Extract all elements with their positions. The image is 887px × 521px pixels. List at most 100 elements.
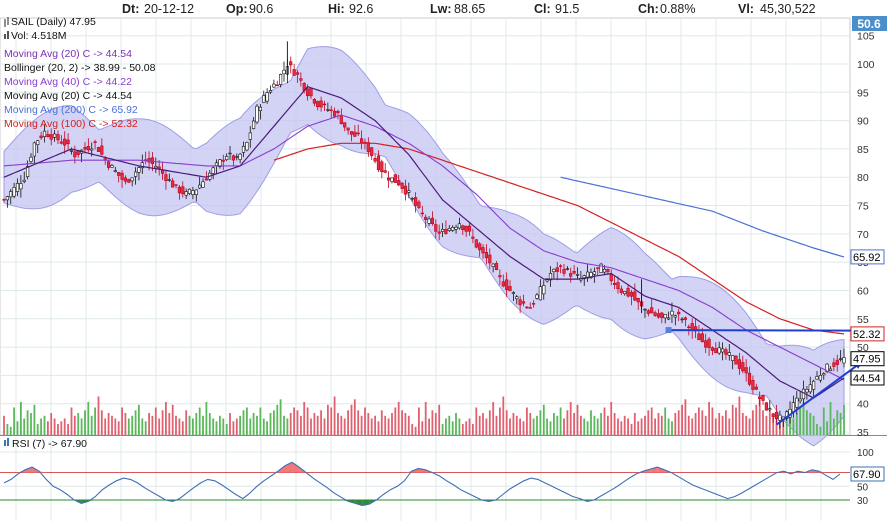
volume-bar [165, 402, 167, 435]
rsi-tick-label: 30 [857, 496, 869, 507]
candle-body [609, 273, 613, 282]
volume-bar [377, 421, 380, 436]
volume-bar [839, 413, 842, 435]
volume-bar [262, 418, 265, 435]
volume-bar [428, 418, 430, 435]
volume-bar [613, 413, 616, 435]
volume-bar [134, 410, 137, 436]
volume-bar [158, 418, 161, 435]
candle-body [720, 348, 725, 353]
volume-bar [57, 424, 59, 435]
candle-body [754, 386, 758, 390]
volume-bar [492, 402, 495, 435]
volume-bar [806, 410, 808, 436]
trendline[interactable] [668, 329, 863, 332]
ohlc-header: Dt: 20-12-12 Op: 90.6 Hi: 92.6 Lw: 88.65… [122, 2, 816, 16]
candle-body [683, 317, 687, 320]
volume-bar [347, 410, 349, 436]
volume-bar [802, 402, 805, 435]
candle-body [633, 291, 637, 301]
volume-bar [826, 421, 828, 436]
volume-bar [411, 424, 414, 435]
volume-bar [515, 415, 518, 436]
candle-body [353, 131, 357, 137]
rsi-overbought-fill [25, 467, 33, 473]
candle-body [727, 352, 731, 356]
candle-body [440, 229, 445, 232]
candle-body [19, 183, 23, 190]
candle-body [90, 148, 94, 151]
volume-bar [647, 410, 650, 436]
candle-body [464, 225, 468, 232]
price-tag-value: 52.32 [853, 329, 881, 341]
candle-body [359, 138, 364, 144]
volume-bar [63, 418, 66, 435]
price-tick-label: 90 [857, 116, 869, 128]
volume-bar [60, 421, 63, 436]
volume-bar [117, 421, 120, 436]
volume-bar [380, 410, 383, 436]
volume-bar [50, 413, 53, 435]
candle-body [643, 308, 647, 311]
volume-bar [337, 413, 339, 435]
volume-bar [114, 418, 117, 435]
candle-body [52, 133, 57, 138]
volume-bar [718, 413, 721, 435]
date-value: 20-12-12 [144, 2, 194, 16]
volume-bar [478, 415, 481, 436]
candle-body [494, 263, 499, 270]
candle-body [235, 156, 239, 158]
candle-body [521, 301, 526, 304]
price-tick-label: 50 [857, 342, 869, 354]
volume-bar [630, 424, 633, 435]
price-tag-box [850, 326, 885, 342]
trendline-handle[interactable] [665, 327, 672, 334]
volume-bar [222, 418, 225, 435]
volume-bar [499, 407, 501, 435]
volume-bar [70, 407, 73, 435]
volume-bar [684, 399, 687, 436]
volume-value: 45,30,522 [760, 2, 816, 16]
candle-body [265, 92, 269, 102]
candle-body [704, 340, 708, 348]
volume-bar [735, 407, 737, 435]
volume-bar [246, 407, 248, 435]
candle-body [531, 303, 536, 305]
volume-bar [384, 415, 387, 436]
candle-body [9, 191, 13, 198]
volume-bar [677, 410, 680, 436]
volume-bar [225, 424, 228, 435]
candle-body [339, 115, 343, 125]
volume-bar [438, 404, 441, 436]
candle-body [231, 155, 236, 161]
candle-body [268, 90, 273, 93]
candle-body [457, 223, 462, 229]
volume-bar [434, 413, 437, 435]
candle-body [42, 130, 47, 137]
volume-bar [445, 418, 447, 435]
candle-body [12, 187, 16, 197]
volume-bar [327, 404, 329, 436]
candle-body [758, 396, 762, 399]
trendline[interactable] [775, 360, 863, 426]
candle-body [29, 156, 33, 162]
candle-body [589, 272, 593, 278]
volume-bar [208, 413, 211, 435]
volume-bar [360, 415, 363, 436]
volume-bar [822, 407, 825, 435]
legend-bollinger: Bollinger (20, 2) -> 38.99 - 50.08 [4, 62, 156, 74]
candle-body [548, 273, 553, 281]
candle-body [838, 358, 843, 360]
volume-bar [364, 407, 366, 435]
candle-body [272, 83, 276, 88]
volume-bar [768, 407, 771, 435]
candle-body [32, 142, 36, 157]
candle-body [596, 267, 600, 269]
candle-body [66, 139, 70, 145]
candle-body [407, 190, 411, 193]
price-tag-value: 65.92 [853, 252, 881, 264]
volume-bar [13, 407, 15, 435]
candle-body [434, 224, 438, 232]
volume-bar [414, 426, 417, 436]
volume-bar [293, 407, 295, 435]
